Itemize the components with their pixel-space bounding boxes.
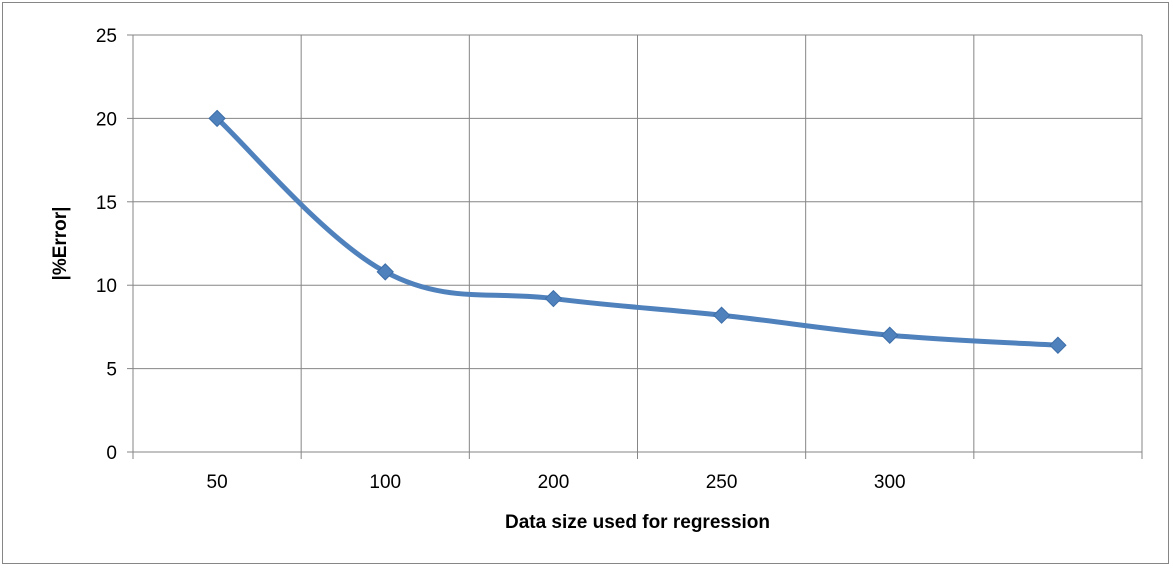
- axes: [127, 34, 1143, 459]
- data-point-marker: [376, 263, 394, 281]
- y-tick-label: 25: [96, 26, 117, 47]
- y-tick-label: 0: [106, 443, 117, 464]
- data-point-marker: [544, 289, 563, 308]
- x-tick-label: 50: [207, 472, 228, 493]
- y-tick-labels: 0 5 10 15 20 25: [96, 26, 117, 464]
- data-point-marker: [881, 326, 899, 344]
- x-tick-label: 100: [369, 472, 401, 493]
- y-tick-label: 5: [106, 360, 117, 381]
- x-tick-labels: 50 100 200 250 300: [207, 472, 906, 493]
- x-tick-label: 250: [706, 472, 738, 493]
- y-tick-label: 20: [96, 109, 117, 130]
- data-point-marker: [1049, 336, 1067, 354]
- y-tick-label: 10: [96, 276, 117, 297]
- x-tick-label: 300: [874, 472, 906, 493]
- y-axis-title: |%Error|: [50, 207, 71, 281]
- data-point-marker: [712, 306, 731, 324]
- x-axis-title: Data size used for regression: [505, 512, 770, 533]
- grid-lines: [133, 34, 1143, 452]
- data-point-marker: [208, 109, 226, 128]
- data-points: [208, 109, 1067, 354]
- y-tick-label: 15: [96, 193, 117, 214]
- x-tick-label: 200: [538, 472, 570, 493]
